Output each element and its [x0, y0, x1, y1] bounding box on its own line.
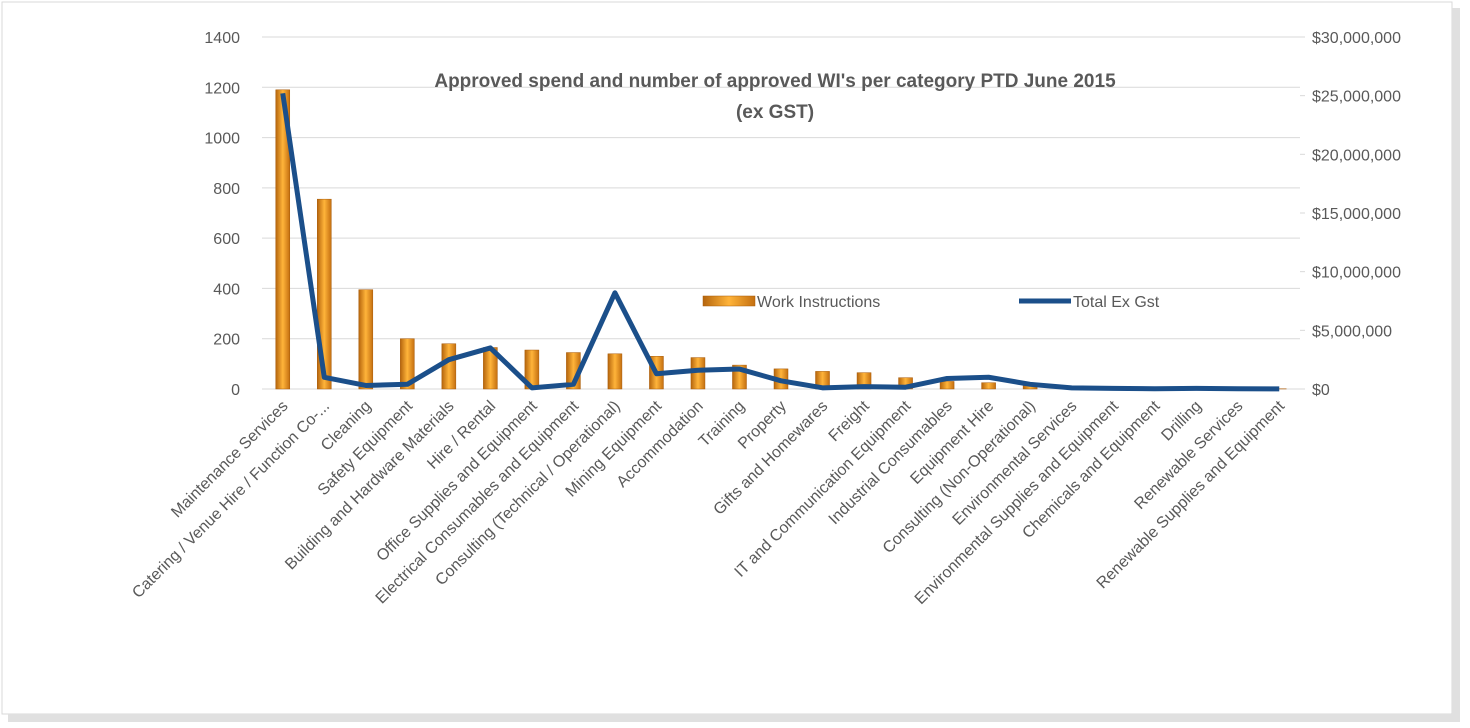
- y2-tick-label: $10,000,000: [1312, 265, 1401, 282]
- y2-tick-label: $20,000,000: [1312, 147, 1401, 164]
- legend-label: Work Instructions: [757, 294, 880, 311]
- y2-tick-label: $0: [1312, 382, 1330, 399]
- bar: [358, 289, 374, 390]
- y-tick-label: 200: [213, 332, 240, 349]
- bar: [607, 353, 623, 390]
- y-tick-label: 600: [213, 231, 240, 248]
- y2-tick-label: $30,000,000: [1312, 30, 1401, 47]
- bar: [690, 357, 706, 390]
- y2-tick-label: $25,000,000: [1312, 89, 1401, 106]
- y-tick-label: 800: [213, 181, 240, 198]
- y-tick-label: 1400: [204, 30, 240, 47]
- y-tick-label: 0: [231, 382, 240, 399]
- bar: [275, 89, 291, 390]
- frame-shadow: [1452, 8, 1460, 720]
- bar: [441, 343, 457, 390]
- y-tick-label: 1200: [204, 80, 240, 97]
- chart-title: (ex GST): [736, 102, 814, 123]
- frame: [1, 1, 1453, 715]
- bar: [939, 381, 955, 390]
- y2-tick-label: $5,000,000: [1312, 323, 1392, 340]
- y-tick-label: 1000: [204, 131, 240, 148]
- legend-label: Total Ex Gst: [1073, 294, 1160, 311]
- frame-shadow: [8, 714, 1460, 722]
- legend-swatch: [702, 295, 756, 307]
- bar: [981, 382, 996, 390]
- y2-tick-label: $15,000,000: [1312, 206, 1401, 223]
- y-tick-label: 400: [213, 281, 240, 298]
- bar: [400, 338, 415, 390]
- chart-title: Approved spend and number of approved WI…: [434, 71, 1116, 92]
- line: [280, 92, 1280, 392]
